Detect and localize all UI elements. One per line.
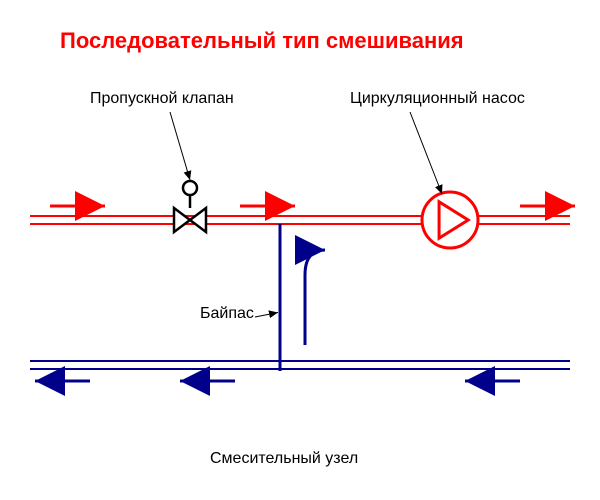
- supply-line: [30, 216, 570, 224]
- pump-icon: [422, 192, 478, 248]
- pointer-pump: [410, 112, 442, 194]
- diagram-canvas: [0, 0, 600, 500]
- return-line: [30, 361, 570, 369]
- pointer-valve: [170, 112, 190, 180]
- pointer-bypass: [255, 313, 278, 318]
- bypass-flow-arrow: [305, 250, 325, 345]
